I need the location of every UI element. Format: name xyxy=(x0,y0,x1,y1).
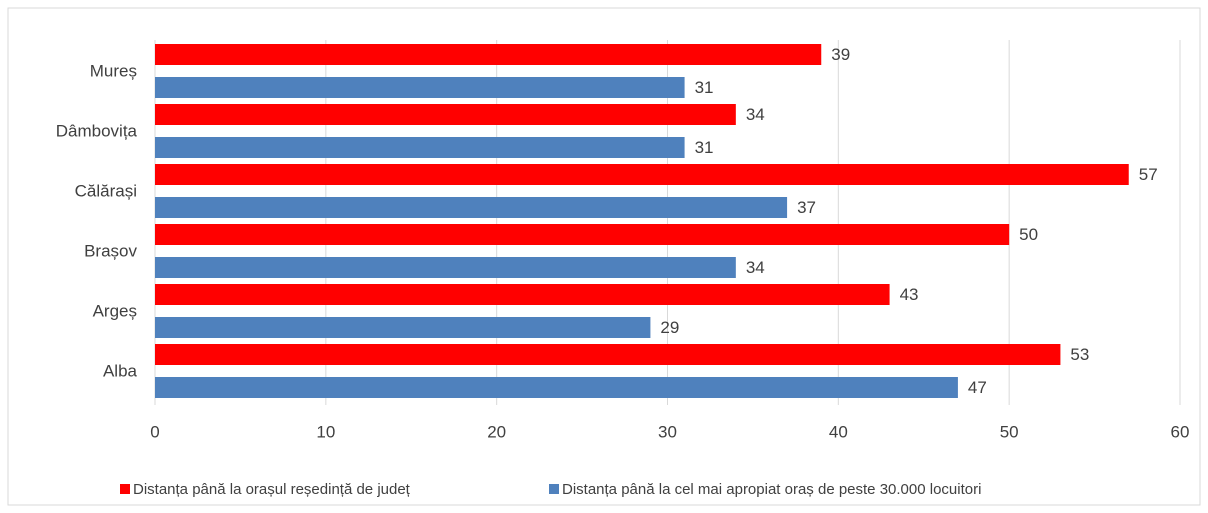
data-label: 29 xyxy=(660,318,679,337)
data-label: 34 xyxy=(746,105,765,124)
legend-label: Distanța până la orașul reședință de jud… xyxy=(133,481,411,498)
data-label: 43 xyxy=(900,285,919,304)
data-label: 53 xyxy=(1070,345,1089,364)
legend-label: Distanța până la cel mai apropiat oraș d… xyxy=(562,481,981,498)
y-tick-label: Dâmbovița xyxy=(56,121,138,140)
y-tick-label: Brașov xyxy=(84,241,137,260)
data-label: 47 xyxy=(968,378,987,397)
bar xyxy=(155,164,1129,185)
bar xyxy=(155,197,788,218)
bar xyxy=(155,137,685,158)
bar xyxy=(155,77,685,98)
bar xyxy=(155,224,1010,245)
bar xyxy=(155,257,736,278)
bar xyxy=(155,317,651,338)
x-tick-label: 0 xyxy=(150,422,159,441)
data-label: 31 xyxy=(695,78,714,97)
legend-swatch xyxy=(549,484,559,494)
data-label: 50 xyxy=(1019,225,1038,244)
x-tick-label: 50 xyxy=(1000,422,1019,441)
bar xyxy=(155,44,822,65)
y-tick-label: Călărași xyxy=(75,181,137,200)
data-label: 34 xyxy=(746,258,765,277)
bar xyxy=(155,104,736,125)
legend-swatch xyxy=(120,484,130,494)
x-tick-label: 30 xyxy=(658,422,677,441)
y-tick-label: Argeș xyxy=(93,301,137,320)
bar xyxy=(155,284,890,305)
bar xyxy=(155,344,1061,365)
data-label: 57 xyxy=(1139,165,1158,184)
x-tick-label: 60 xyxy=(1171,422,1190,441)
y-tick-label: Mureș xyxy=(90,61,137,80)
y-tick-label: Alba xyxy=(103,361,138,380)
bar xyxy=(155,377,958,398)
data-label: 31 xyxy=(695,138,714,157)
x-tick-label: 10 xyxy=(316,422,335,441)
x-tick-label: 40 xyxy=(829,422,848,441)
data-label: 37 xyxy=(797,198,816,217)
x-tick-label: 20 xyxy=(487,422,506,441)
data-label: 39 xyxy=(831,45,850,64)
